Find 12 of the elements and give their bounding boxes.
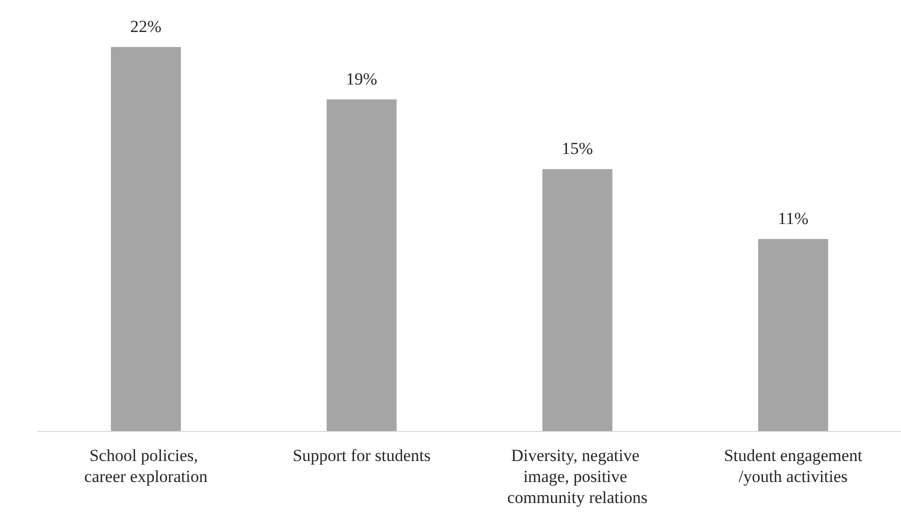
bar	[758, 239, 828, 431]
data-label: 11%	[778, 209, 808, 228]
bar	[542, 169, 612, 431]
x-tick-label: Support for students	[292, 446, 431, 465]
data-label: 22%	[130, 17, 162, 36]
data-label: 15%	[562, 139, 593, 158]
data-label: 19%	[346, 69, 378, 88]
bar	[110, 47, 181, 431]
x-tick-label: Diversity, negative image, positive community relations	[507, 446, 648, 507]
x-tick-label: Student engagement/youth activities	[724, 446, 863, 486]
x-tick-label: School policies, career exploration	[84, 446, 208, 486]
bar	[326, 99, 397, 431]
